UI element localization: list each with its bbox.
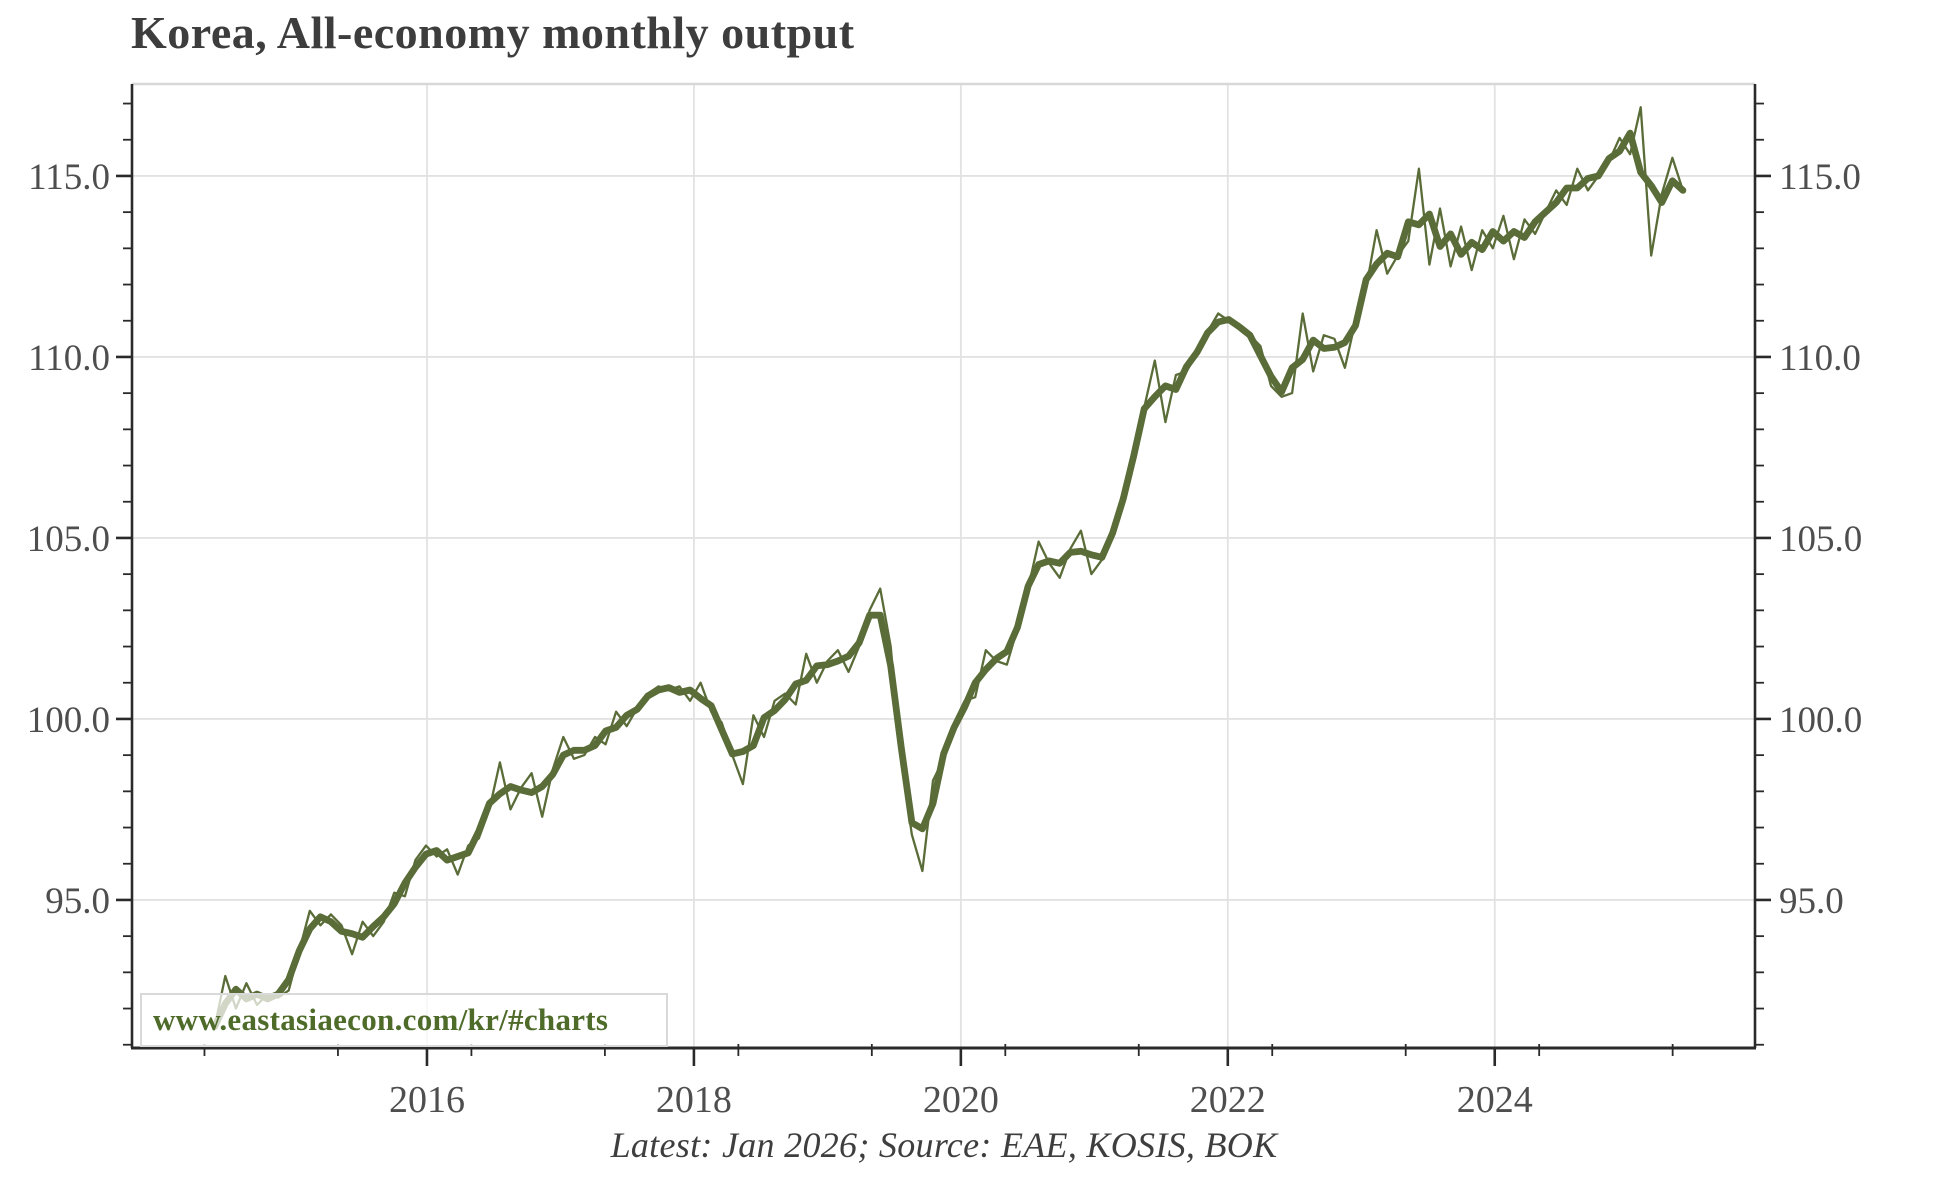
y-tick-label-left: 100.0 [27,700,110,741]
watermark-text: www.eastasiaecon.com/kr/#charts [153,1002,609,1037]
x-tick-label: 2018 [656,1079,732,1121]
y-tick-label-right: 95.0 [1779,881,1844,922]
x-tick-label: 2022 [1190,1079,1266,1121]
x-tick-label: 2016 [389,1079,465,1121]
axis-spines [130,82,1757,1050]
x-tick-label: 2020 [923,1079,999,1121]
y-tick-label-left: 115.0 [28,157,110,198]
y-tick-label-right: 110.0 [1779,338,1861,379]
y-tick-label-right: 105.0 [1779,519,1862,560]
watermark-box: www.eastasiaecon.com/kr/#charts [140,993,668,1047]
monthly-series-line [213,106,1685,1028]
y-tick-label-right: 115.0 [1779,157,1861,198]
trend-series-line [211,129,1687,1030]
axis-tick-labels: 95.0 95.0 100.0 100.0 105.0 105.0 110.0 110.0 11… [27,157,1863,1121]
y-tick-label-left: 110.0 [28,338,110,379]
y-tick-label-right: 100.0 [1779,700,1862,741]
gridlines [132,84,1755,1048]
chart-caption: Latest: Jan 2026; Source: EAE, KOSIS, BO… [610,1125,1278,1165]
chart-title: Korea, All-economy monthly output [131,7,855,58]
y-tick-label-left: 95.0 [45,881,110,922]
y-tick-label-left: 105.0 [27,519,110,560]
axis-ticks [116,102,1771,1066]
x-tick-label: 2024 [1457,1079,1533,1121]
